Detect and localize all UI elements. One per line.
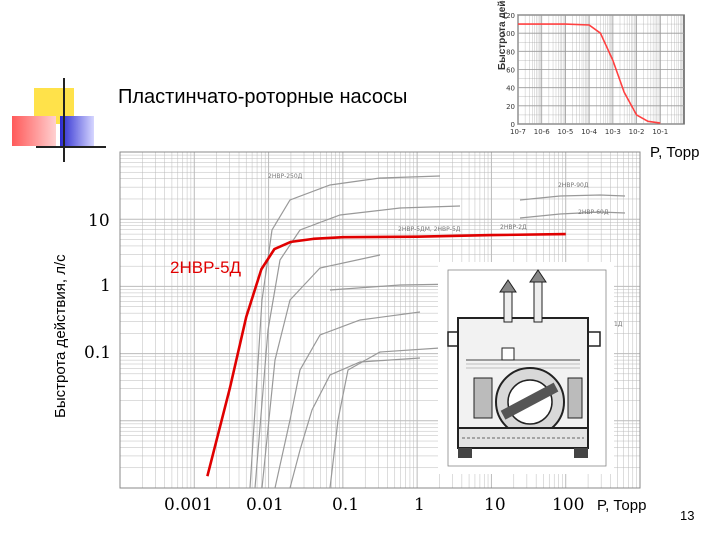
- inset-x-tick-label: 10-2: [629, 128, 645, 136]
- inset-x-axis-unit: P, Торр: [650, 144, 700, 161]
- inset-x-tick-label: 10-3: [605, 128, 621, 136]
- inset-y-tick-labels: 0 20 40 60 80 100 120: [502, 12, 515, 129]
- inset-y-tick-label: 80: [506, 48, 515, 56]
- page-title: Пластинчато-роторные насосы: [118, 86, 408, 108]
- x-tick-label-0.1: 0.1: [332, 495, 360, 515]
- inset-series: [518, 23, 661, 124]
- highlight-curve-label: 2НВР-5Д: [170, 258, 242, 277]
- inset-y-axis-label: Быстрота действия, л/с: [497, 0, 508, 70]
- inset-x-tick-label: 10-4: [581, 128, 597, 136]
- background-curve: [254, 205, 461, 489]
- background-curve-label: 2НВР-2Д: [500, 224, 527, 231]
- main-plot-frame: [119, 151, 641, 489]
- inset-x-tick-label: 10-7: [510, 128, 526, 136]
- background-curve-label: 2НВР-60Д: [578, 209, 609, 216]
- background-curve: [289, 357, 421, 489]
- background-curve: [261, 254, 381, 489]
- inset-x-tick-label: 10-6: [534, 128, 550, 136]
- inset-y-tick-label: 100: [502, 30, 515, 38]
- highlight-series: [206, 232, 566, 477]
- background-curve-label: 2НВР-5ДМ, 2НВР-5Д: [398, 226, 461, 233]
- y-tick-label-10: 10: [88, 211, 110, 231]
- x-tick-label-100: 100: [552, 495, 585, 515]
- y-tick-label-1: 1: [100, 276, 111, 296]
- background-curve: [274, 311, 421, 489]
- background-curve: [519, 211, 626, 219]
- inset-y-tick-label: 0: [511, 121, 515, 129]
- deco-line-horizontal: [36, 146, 106, 148]
- inset-y-tick-label: 40: [506, 85, 515, 93]
- inset-y-tick-label: 120: [502, 12, 515, 20]
- background-curve: [249, 175, 441, 489]
- x-tick-label-10: 10: [484, 495, 506, 515]
- x-tick-label-0.001: 0.001: [164, 495, 213, 515]
- inset-x-tick-label: 10-5: [557, 128, 573, 136]
- inset-y-tick-label: 20: [506, 103, 515, 111]
- inset-y-tick-label: 60: [506, 67, 515, 75]
- background-curves: [249, 175, 626, 489]
- y-tick-label-0.1: 0.1: [84, 343, 112, 363]
- main-x-axis-unit: P, Торр: [597, 497, 647, 514]
- deco-square-red: [12, 116, 56, 146]
- x-tick-label-0.01: 0.01: [246, 495, 284, 515]
- inset-x-tick-label: 10-1: [652, 128, 668, 136]
- slide-number: 13: [680, 508, 695, 523]
- deco-square-blue: [60, 116, 94, 146]
- pump-cross-section-drawing: [438, 262, 614, 474]
- background-curve-label: 2НВР-90Д: [558, 182, 589, 189]
- inset-x-tick-labels: 10-7 10-6 10-5 10-4 10-3 10-2 10-1: [510, 128, 668, 136]
- deco-line-vertical: [63, 78, 65, 162]
- inset-series-line: [518, 23, 661, 124]
- background-curve: [519, 194, 626, 201]
- x-tick-label-1: 1: [414, 495, 425, 515]
- inset-chart-grid: [517, 14, 685, 125]
- background-curve-label: 2НВР-250Д: [268, 173, 303, 180]
- background-curve: [329, 347, 441, 489]
